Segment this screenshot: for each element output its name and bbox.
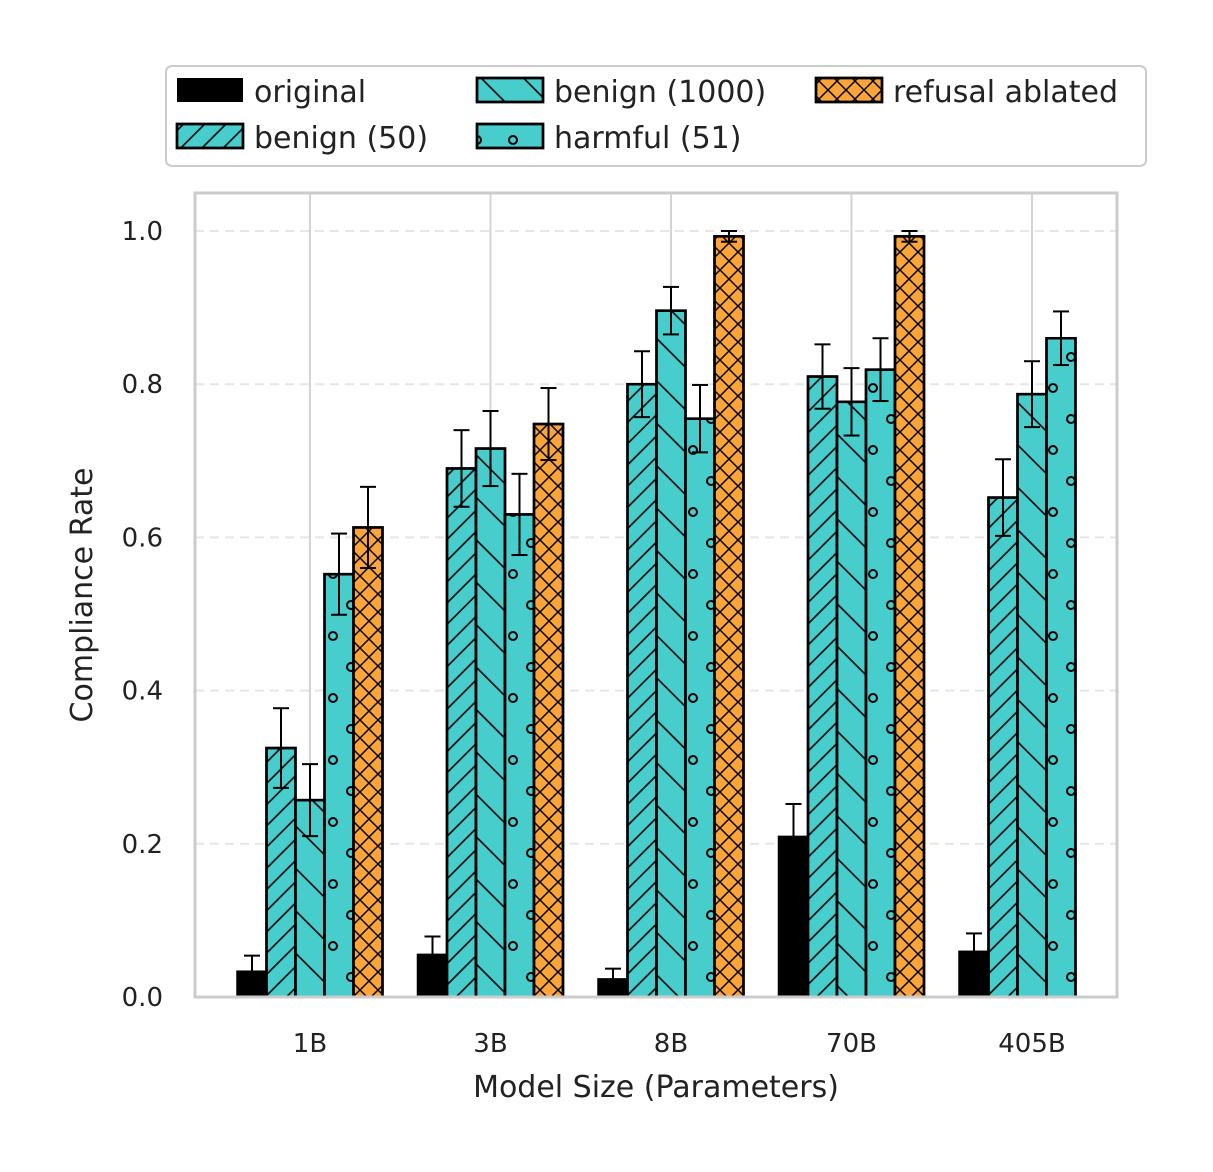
error-bar-refusal-ablated: [901, 230, 918, 243]
error-bar-refusal-ablated: [721, 230, 737, 243]
error-bar-original: [244, 954, 260, 989]
x-tick-label: 405B: [998, 1029, 1065, 1059]
y-tick-label: 0.6: [122, 523, 163, 553]
error-bars: [244, 230, 1069, 992]
legend-label: harmful (51): [554, 121, 741, 156]
legend-swatch: [177, 78, 243, 102]
error-bar-benign-1000: [482, 410, 499, 488]
error-bar-benign-50: [634, 350, 650, 419]
bar-hatch-benign-1000: [835, 400, 868, 999]
bar-hatch-harmful-51: [503, 513, 536, 999]
bar-hatch-harmful-51: [323, 572, 355, 999]
legend-item-benign-1000: benign (1000): [475, 75, 766, 110]
error-bar-refusal-ablated: [540, 387, 557, 462]
error-bar-benign-1000: [843, 367, 860, 437]
error-bar-harmful-51: [331, 532, 347, 616]
x-tick-label: 1B: [293, 1029, 327, 1059]
legend-item-original: original: [177, 75, 366, 110]
error-bar-harmful-51: [511, 472, 528, 557]
bar-hatch-benign-50: [265, 746, 297, 999]
y-tick-label: 0.8: [122, 370, 163, 400]
y-axis-ticks: 0.0 0.2 0.4 0.6 0.8 1.0: [122, 217, 163, 1013]
bar-hatch-harmful-51: [864, 368, 897, 999]
legend-box: [165, 65, 1147, 167]
error-bar-original: [605, 967, 621, 992]
error-bar-benign-50: [814, 343, 831, 410]
error-bar-refusal-ablated: [360, 485, 376, 570]
x-axis-label: Model Size (Parameters): [473, 1070, 839, 1105]
bar-hatch-benign-50: [626, 382, 658, 999]
error-bar-benign-1000: [1024, 360, 1040, 429]
bar-hatch-refusal-ablated: [893, 235, 926, 999]
bar-hatch-benign-1000: [474, 447, 507, 999]
legend-item-benign-50: benign (50): [175, 121, 428, 156]
error-bar-harmful-51: [692, 383, 708, 454]
error-bar-benign-1000: [302, 763, 318, 838]
legend-swatch-hatch: [475, 122, 545, 150]
error-bar-benign-50: [995, 458, 1011, 537]
error-bar-original: [785, 802, 802, 871]
bar-hatch-benign-1000: [1016, 392, 1048, 999]
error-bar-benign-50: [273, 707, 289, 789]
legend-swatch-hatch: [175, 122, 245, 150]
bar-hatch-benign-1000: [655, 309, 687, 999]
legend-swatch-hatch: [475, 76, 545, 104]
x-tick-label: 70B: [826, 1029, 877, 1059]
y-tick-label: 0.0: [122, 983, 163, 1013]
y-tick-label: 0.4: [122, 677, 163, 707]
legend-item-refusal-ablated: refusal ablated: [814, 75, 1118, 110]
error-bar-harmful-51: [872, 337, 889, 403]
bar-hatch-refusal-ablated: [352, 526, 384, 999]
x-tick-label: 3B: [473, 1029, 507, 1059]
y-tick-label: 1.0: [122, 217, 163, 247]
x-axis-ticks: 1B 3B 8B 70B 405B: [293, 1029, 1066, 1059]
plot-frame: [193, 191, 1119, 999]
bar-hatch-harmful-51: [1045, 336, 1077, 999]
legend-label: original: [254, 75, 366, 110]
bar-hatch-refusal-ablated: [713, 235, 745, 999]
x-tick-label: 8B: [654, 1029, 688, 1059]
error-bar-harmful-51: [1053, 310, 1069, 367]
bar-hatch-benign-50: [806, 375, 839, 999]
y-axis-label: Compliance Rate: [65, 468, 100, 723]
bar-hatch-harmful-51: [684, 417, 716, 999]
error-bar-original: [424, 935, 441, 975]
legend-swatch-hatch: [814, 76, 884, 104]
legend-label: benign (1000): [554, 75, 766, 110]
error-bar-benign-50: [453, 429, 470, 508]
legend: original benign (50) benign (1000) harmful …: [165, 65, 1147, 167]
error-bar-benign-1000: [663, 285, 679, 336]
y-tick-label: 0.2: [122, 830, 163, 860]
legend-label: refusal ablated: [893, 75, 1118, 110]
bar-hatch-benign-50: [987, 496, 1019, 999]
legend-item-harmful-51: harmful (51): [475, 121, 741, 156]
bar-hatch-refusal-ablated: [532, 422, 565, 999]
bar-hatch-benign-50: [445, 467, 478, 999]
legend-label: benign (50): [254, 121, 428, 156]
error-bar-original: [966, 932, 982, 972]
